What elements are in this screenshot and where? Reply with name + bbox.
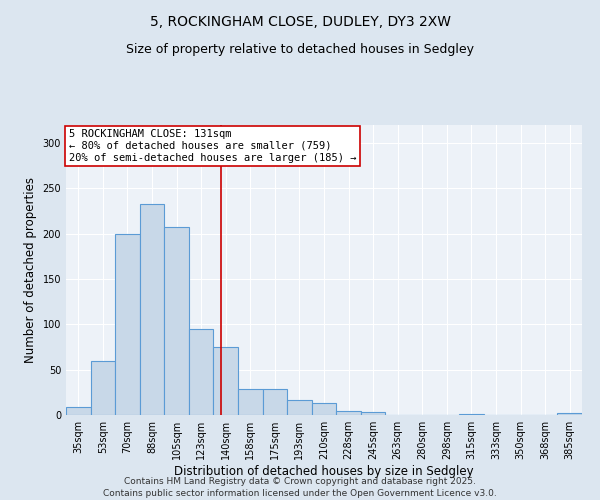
Bar	[459, 414, 484, 415]
Text: Contains public sector information licensed under the Open Government Licence v3: Contains public sector information licen…	[103, 488, 497, 498]
Bar	[66, 407, 91, 415]
Bar	[140, 204, 164, 415]
Text: 5 ROCKINGHAM CLOSE: 131sqm
← 80% of detached houses are smaller (759)
20% of sem: 5 ROCKINGHAM CLOSE: 131sqm ← 80% of deta…	[68, 130, 356, 162]
Y-axis label: Number of detached properties: Number of detached properties	[24, 177, 37, 363]
X-axis label: Distribution of detached houses by size in Sedgley: Distribution of detached houses by size …	[174, 465, 474, 478]
Bar	[336, 412, 361, 415]
Bar	[238, 388, 263, 415]
Bar	[115, 234, 140, 415]
Bar	[214, 347, 238, 415]
Text: Size of property relative to detached houses in Sedgley: Size of property relative to detached ho…	[126, 42, 474, 56]
Text: 5, ROCKINGHAM CLOSE, DUDLEY, DY3 2XW: 5, ROCKINGHAM CLOSE, DUDLEY, DY3 2XW	[149, 15, 451, 29]
Text: Contains HM Land Registry data © Crown copyright and database right 2025.: Contains HM Land Registry data © Crown c…	[124, 477, 476, 486]
Bar	[557, 413, 582, 415]
Bar	[91, 360, 115, 415]
Bar	[287, 400, 312, 415]
Bar	[189, 329, 214, 415]
Bar	[164, 226, 189, 415]
Bar	[263, 388, 287, 415]
Bar	[361, 412, 385, 415]
Bar	[312, 403, 336, 415]
